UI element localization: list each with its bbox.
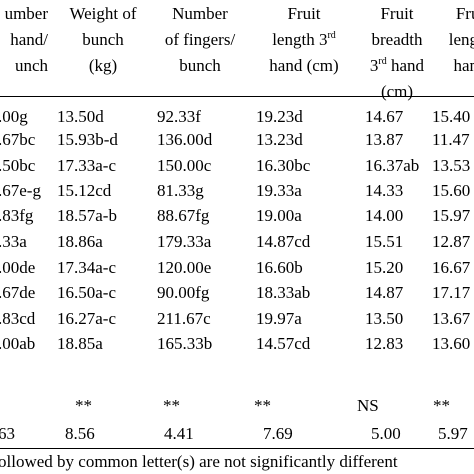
header-cell: Fruit bbox=[380, 4, 414, 23]
table-cell: .83fg bbox=[0, 206, 34, 225]
table-cell: 18.85a bbox=[57, 334, 103, 353]
table-cell: .83cd bbox=[0, 309, 36, 328]
table-cell: 16.67 bbox=[432, 258, 471, 277]
table-cell: 15.20 bbox=[365, 258, 404, 277]
table-cell: 92.33f bbox=[157, 107, 201, 126]
table-cell: 16.50a-c bbox=[57, 283, 117, 302]
table-cell: 12.87 bbox=[432, 232, 471, 251]
table-cell: 14.33 bbox=[365, 181, 404, 200]
table-cell: 15.12cd bbox=[57, 181, 112, 200]
header-cell: hand (cm) bbox=[269, 56, 339, 75]
table-cell: 17.33a-c bbox=[57, 156, 117, 175]
header-cell: Weight of bbox=[69, 4, 137, 23]
header-cell: umber bbox=[4, 4, 48, 23]
header-cell: length 3rd bbox=[272, 30, 336, 49]
header-cell: bunch bbox=[179, 56, 221, 75]
table-cell: 18.57a-b bbox=[57, 206, 117, 225]
table-cell: 13.53 bbox=[432, 156, 471, 175]
table-cell: 18.33ab bbox=[256, 283, 311, 302]
table-cell: 120.00e bbox=[157, 258, 212, 277]
header-cell: (cm) bbox=[380, 82, 414, 101]
header-cell: unch bbox=[14, 56, 48, 75]
table-cell: 14.87cd bbox=[256, 232, 311, 251]
header-cell: length bbox=[448, 30, 474, 49]
cv-cell: 4.41 bbox=[164, 424, 194, 443]
table-cell: 14.67 bbox=[365, 107, 404, 126]
header-cell: Fruit bbox=[287, 4, 321, 23]
header-cell: bunch bbox=[82, 30, 124, 49]
table-cell: 17.34a-c bbox=[57, 258, 117, 277]
table-cell: 13.50d bbox=[57, 107, 104, 126]
table-cell: 13.67 bbox=[432, 309, 471, 328]
header-cell: hand bbox=[453, 56, 474, 75]
table-cell: 12.83 bbox=[365, 334, 404, 353]
footnote: ollowed by common letter(s) are not sign… bbox=[0, 452, 398, 471]
header-cell: Frui bbox=[455, 4, 474, 23]
table-cell: 90.00fg bbox=[157, 283, 210, 302]
bottom-rule bbox=[0, 448, 474, 449]
cv-cell: 7.69 bbox=[263, 424, 293, 443]
table-cell: .67e-g bbox=[0, 181, 41, 200]
table-cell: 15.97 bbox=[432, 206, 471, 225]
header-cell: 3rd hand bbox=[369, 56, 425, 75]
table-cell: 15.51 bbox=[365, 232, 404, 251]
table-cell: 15.60 bbox=[432, 181, 471, 200]
header-cell: Number bbox=[172, 4, 228, 23]
table-cell: 16.30bc bbox=[256, 156, 311, 175]
table-cell: .00de bbox=[0, 258, 36, 277]
table-cell: .33a bbox=[0, 232, 27, 251]
table-cell: 19.97a bbox=[256, 309, 302, 328]
table-cell: 16.60b bbox=[256, 258, 303, 277]
table-cell: 179.33a bbox=[157, 232, 212, 251]
table-cell: .67bc bbox=[0, 130, 36, 149]
table-cell: 150.00c bbox=[157, 156, 212, 175]
table-cell: .00g bbox=[0, 107, 28, 126]
significance-cell: NS bbox=[357, 396, 379, 415]
cv-cell: 63 bbox=[0, 424, 15, 443]
table-cell: 88.67fg bbox=[157, 206, 210, 225]
cv-cell: 8.56 bbox=[65, 424, 95, 443]
table-cell: 17.17 bbox=[432, 283, 471, 302]
table-cell: 11.47 bbox=[432, 130, 470, 149]
table-cell: .50bc bbox=[0, 156, 36, 175]
table-cell: 13.87 bbox=[365, 130, 404, 149]
table-cell: 15.93b-d bbox=[57, 130, 118, 149]
table-cell: 13.23d bbox=[256, 130, 303, 149]
significance-cell: ** bbox=[254, 396, 271, 415]
header-cell: (kg) bbox=[88, 56, 118, 75]
cv-cell: 5.00 bbox=[371, 424, 401, 443]
table-cell: 16.27a-c bbox=[57, 309, 117, 328]
header-rule bbox=[0, 96, 474, 97]
table-cell: 14.00 bbox=[365, 206, 404, 225]
table-cell: 211.67c bbox=[157, 309, 211, 328]
header-cell: breadth bbox=[371, 30, 423, 49]
table-cell: 19.23d bbox=[256, 107, 303, 126]
significance-cell: ** bbox=[163, 396, 180, 415]
table-cell: 14.87 bbox=[365, 283, 404, 302]
table-cell: 14.57cd bbox=[256, 334, 311, 353]
table-cell: 165.33b bbox=[157, 334, 213, 353]
table-cell: 16.37ab bbox=[365, 156, 420, 175]
table-cell: 13.60 bbox=[432, 334, 471, 353]
significance-cell: ** bbox=[75, 396, 92, 415]
cv-cell: 5.97 bbox=[438, 424, 468, 443]
table-cell: 136.00d bbox=[157, 130, 213, 149]
table-cell: 18.86a bbox=[57, 232, 103, 251]
table-cell: 19.33a bbox=[256, 181, 302, 200]
header-cell: hand/ bbox=[10, 30, 48, 49]
table-cell: 81.33g bbox=[157, 181, 204, 200]
header-cell: of fingers/ bbox=[164, 30, 236, 49]
table-cell: 15.40 bbox=[432, 107, 471, 126]
table-cell: 13.50 bbox=[365, 309, 404, 328]
significance-cell: ** bbox=[433, 396, 450, 415]
table-cell: .67de bbox=[0, 283, 36, 302]
table-cell: .00ab bbox=[0, 334, 36, 353]
table-cell: 19.00a bbox=[256, 206, 302, 225]
